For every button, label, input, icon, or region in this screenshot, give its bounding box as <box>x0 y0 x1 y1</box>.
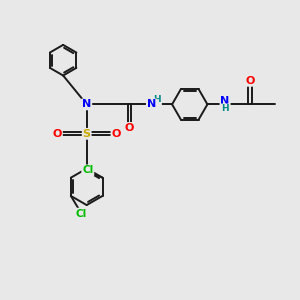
Text: O: O <box>125 123 134 133</box>
Text: H: H <box>154 95 161 104</box>
Text: N: N <box>147 99 156 110</box>
Text: O: O <box>112 129 121 139</box>
Text: S: S <box>83 129 91 139</box>
Text: O: O <box>52 129 62 139</box>
Text: H: H <box>221 104 229 113</box>
Text: N: N <box>220 96 230 106</box>
Text: N: N <box>82 99 91 110</box>
Text: Cl: Cl <box>76 208 87 219</box>
Text: Cl: Cl <box>82 165 93 175</box>
Text: O: O <box>245 76 255 86</box>
